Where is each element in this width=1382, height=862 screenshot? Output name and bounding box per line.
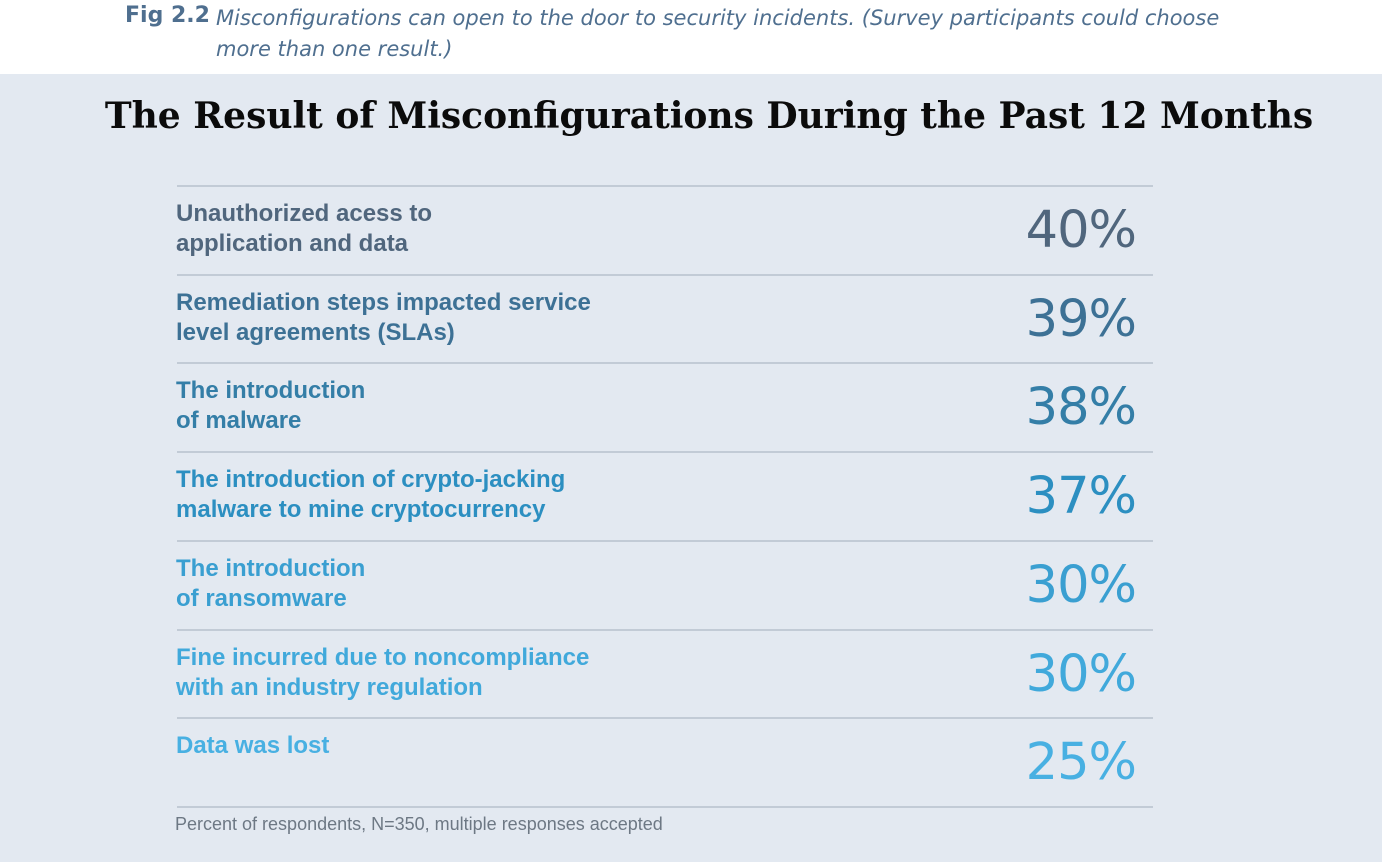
row-label: Unauthorized acess to application and dat…: [176, 199, 696, 259]
row-value: 40%: [1025, 201, 1137, 260]
row-label: Data was lost: [176, 731, 696, 761]
row-label-line: of ransomware: [176, 585, 347, 612]
row-label: The introduction of ransomware: [176, 554, 696, 614]
row-divider: [177, 717, 1153, 719]
row-label: The introduction of crypto-jacking malwar…: [176, 465, 696, 525]
row-label-line: Remediation steps impacted service: [176, 289, 591, 316]
chart-footnote: Percent of respondents, N=350, multiple …: [175, 814, 663, 834]
row-label: Fine incurred due to noncompliance with a…: [176, 643, 696, 703]
row-divider: [177, 185, 1153, 187]
row-label-line: The introduction: [176, 377, 366, 404]
row-label-line: application and data: [176, 230, 409, 257]
chart-panel: [0, 74, 1382, 862]
row-divider: [177, 451, 1153, 453]
row-value: 25%: [1025, 733, 1137, 792]
row-label: Remediation steps impacted service level …: [176, 288, 696, 348]
row-label-line: with an industry regulation: [176, 674, 483, 701]
row-label-line: The introduction of crypto-jacking: [176, 466, 566, 493]
chart-title: The Result of Misconfigurations During t…: [104, 95, 1314, 137]
figure-caption: Fig 2.2 Misconfigurations can open to th…: [0, 0, 1382, 74]
row-label-line: Data was lost: [176, 732, 330, 759]
row-value: 38%: [1025, 378, 1137, 437]
row-label-line: Unauthorized acess to: [176, 200, 433, 227]
figure-number: Fig 2.2: [125, 3, 210, 28]
row-value: 30%: [1025, 645, 1137, 704]
row-divider: [177, 274, 1153, 276]
row-label-line: of malware: [176, 407, 302, 434]
row-divider: [177, 806, 1153, 808]
row-label-line: level agreements (SLAs): [176, 319, 455, 346]
row-label: The introduction of malware: [176, 376, 696, 436]
row-label-line: The introduction: [176, 555, 366, 582]
row-label-line: malware to mine cryptocurrency: [176, 496, 546, 523]
row-divider: [177, 629, 1153, 631]
row-value: 37%: [1025, 467, 1137, 526]
row-divider: [177, 362, 1153, 364]
row-value: 30%: [1025, 556, 1137, 615]
row-divider: [177, 540, 1153, 542]
row-value: 39%: [1025, 290, 1137, 349]
figure-caption-text: Misconfigurations can open to the door t…: [216, 6, 1220, 61]
row-label-line: Fine incurred due to noncompliance: [176, 644, 590, 671]
